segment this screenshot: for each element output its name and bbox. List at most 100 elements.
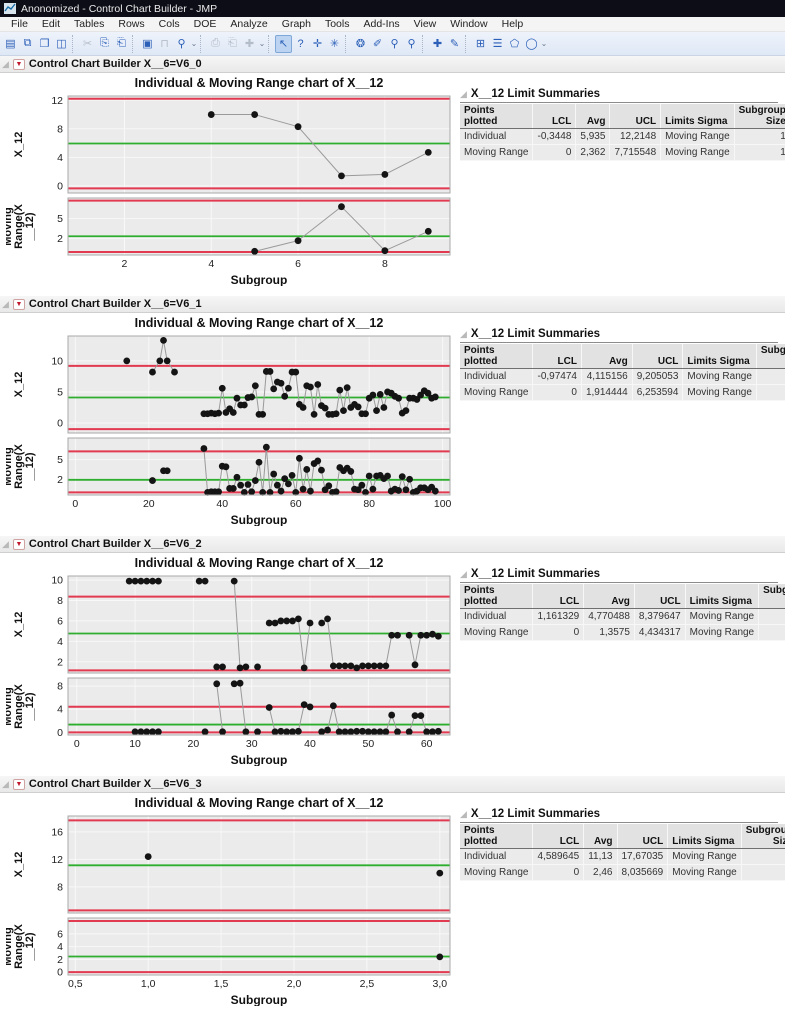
panel-body: Individual & Moving Range chart of X__12… — [0, 313, 785, 531]
svg-text:6: 6 — [295, 258, 301, 270]
annotate-tool-icon[interactable]: ⊞ — [475, 38, 486, 50]
brush-tool-icon[interactable]: ✐ — [372, 38, 383, 50]
svg-text:Range(X: Range(X — [13, 444, 25, 489]
svg-text:4: 4 — [57, 941, 63, 953]
menu-item-analyze[interactable]: Analyze — [230, 18, 268, 30]
disclosure-triangle-icon[interactable]: ◢ — [2, 538, 9, 549]
menu-item-rows[interactable]: Rows — [118, 18, 145, 30]
svg-text:0: 0 — [57, 180, 63, 192]
svg-text:40: 40 — [216, 498, 228, 510]
open-file-icon[interactable]: ❐ — [39, 38, 50, 50]
disclosure-triangle-icon[interactable]: ◢ — [2, 778, 9, 789]
red-triangle-menu-icon[interactable]: ▼ — [12, 298, 25, 310]
table-cell: Moving Range — [685, 624, 760, 641]
wheel-tool-icon[interactable]: ✳ — [329, 38, 340, 50]
svg-text:60: 60 — [421, 738, 433, 750]
disclosure-triangle-icon[interactable]: ◢ — [460, 808, 467, 819]
arrow-cursor-icon[interactable]: ↖ — [275, 34, 292, 53]
table-row[interactable]: Individual 1,161329 4,770488 8,379647 Moving… — [460, 608, 785, 625]
table-row[interactable]: Moving Range 0 1,914444 6,253594 Moving Rang… — [460, 384, 785, 401]
move-tool-icon[interactable]: ✛ — [312, 38, 323, 50]
dropdown-caret-icon[interactable]: ⌄ — [258, 39, 266, 48]
dropdown-caret-icon[interactable]: ⌄ — [540, 39, 548, 48]
disclosure-triangle-icon[interactable]: ◢ — [460, 88, 467, 99]
svg-text:30: 30 — [246, 738, 258, 750]
menu-item-doe[interactable]: DOE — [193, 18, 217, 30]
limit-summaries-title: X__12 Limit Summaries — [470, 808, 601, 820]
svg-text:6: 6 — [57, 928, 63, 940]
svg-text:0: 0 — [74, 738, 80, 750]
table-row[interactable]: Individual 4,589645 11,13 17,67035 Moving Ra… — [460, 848, 785, 865]
disclosure-triangle-icon[interactable]: ◢ — [460, 328, 467, 339]
lasso-tool-icon[interactable]: ⚲ — [390, 38, 399, 50]
table-cell: 1 — [741, 864, 785, 881]
disclosure-triangle-icon[interactable]: ◢ — [2, 58, 9, 69]
red-triangle-menu-icon[interactable]: ▼ — [12, 778, 25, 790]
menu-item-file[interactable]: File — [11, 18, 28, 30]
menu-item-help[interactable]: Help — [501, 18, 524, 30]
svg-text:__12): __12) — [24, 692, 36, 721]
limit-summaries: ◢ X__12 Limit Summaries Points plotted LCL Av… — [460, 87, 785, 291]
disclosure-triangle-icon[interactable]: ◢ — [460, 568, 467, 579]
limit-summaries-title: X__12 Limit Summaries — [470, 88, 601, 100]
red-triangle-menu-icon[interactable]: ▼ — [12, 538, 25, 550]
svg-text:Subgroup: Subgroup — [231, 513, 288, 526]
menu-item-tables[interactable]: Tables — [74, 18, 105, 30]
column-header: Avg — [583, 824, 618, 849]
control-chart[interactable]: Individual & Moving Range chart of X__12… — [2, 314, 458, 527]
table-cell: 4,115156 — [581, 368, 633, 385]
crosshair-tool-icon[interactable]: ✚ — [432, 38, 443, 50]
magnifier-tool-icon[interactable]: ⚲ — [407, 38, 416, 50]
menu-item-window[interactable]: Window — [450, 18, 488, 30]
red-triangle-menu-icon[interactable]: ▼ — [12, 58, 25, 70]
table-cell: 7,715548 — [609, 144, 662, 161]
control-chart[interactable]: Individual & Moving Range chart of X__12… — [2, 794, 458, 1007]
cut-icon[interactable]: ✂ — [82, 38, 93, 50]
search-icon[interactable]: ⚲ — [177, 38, 186, 50]
lock-icon[interactable]: ⊓ — [160, 38, 169, 50]
disclosure-triangle-icon[interactable]: ◢ — [2, 298, 9, 309]
toolbar-separator — [132, 34, 137, 53]
new-data-table-icon[interactable]: ▤ — [5, 38, 16, 50]
table-row[interactable]: Individual -0,97474 4,115156 9,205053 Moving… — [460, 368, 785, 385]
copy-icon[interactable]: ⎘ — [100, 37, 109, 49]
new-journal-icon[interactable]: ⧉ — [23, 37, 32, 49]
line-tool-icon[interactable]: ☰ — [492, 38, 503, 50]
menu-item-graph[interactable]: Graph — [281, 18, 311, 30]
add-to-journal-icon[interactable]: ✚ — [244, 38, 255, 50]
pencil-tool-icon[interactable]: ✎ — [449, 38, 460, 50]
help-tool-icon[interactable]: ? — [297, 37, 304, 50]
svg-text:2: 2 — [57, 474, 63, 486]
table-cell: Moving Range — [460, 144, 534, 161]
control-chart[interactable]: Individual & Moving Range chart of X__12… — [2, 74, 458, 287]
control-chart[interactable]: Individual & Moving Range chart of X__12… — [2, 554, 458, 767]
menu-item-cols[interactable]: Cols — [158, 18, 180, 30]
table-row[interactable]: Individual -0,3448 5,935 12,2148 Moving Rang… — [460, 128, 785, 145]
grabber-hand-icon[interactable]: ❂ — [355, 38, 366, 50]
svg-text:50: 50 — [363, 738, 375, 750]
copy-report-icon[interactable]: ⎗ — [228, 37, 237, 49]
column-header: UCL — [617, 824, 669, 849]
script-window-icon[interactable]: ▣ — [142, 38, 153, 50]
menu-item-tools[interactable]: Tools — [324, 18, 350, 30]
paste-icon[interactable]: ⎗ — [117, 37, 126, 49]
menu-item-view[interactable]: View — [413, 18, 437, 30]
menu-item-edit[interactable]: Edit — [41, 18, 61, 30]
svg-text:40: 40 — [304, 738, 316, 750]
table-cell: 1 — [734, 128, 785, 145]
table-row[interactable]: Moving Range 0 2,362 7,715548 Moving Range 1 — [460, 144, 785, 161]
control-chart-panel: ◢ ▼ Control Chart Builder X__6=V6_1 Individ… — [0, 296, 785, 531]
menu-item-addins[interactable]: Add-Ins — [363, 18, 400, 30]
oval-tool-icon[interactable]: ◯ — [525, 38, 538, 50]
table-cell: 0 — [532, 144, 577, 161]
dropdown-caret-icon[interactable]: ⌄ — [190, 39, 198, 48]
panel-header: ◢ ▼ Control Chart Builder X__6=V6_3 — [0, 776, 785, 793]
save-icon[interactable]: ◫ — [56, 38, 67, 50]
save-journal-icon[interactable]: ⎙ — [211, 37, 220, 49]
polygon-tool-icon[interactable]: ⬠ — [509, 38, 520, 50]
table-cell: Moving Range — [682, 384, 757, 401]
control-chart-panel: ◢ ▼ Control Chart Builder X__6=V6_2 Individ… — [0, 536, 785, 771]
